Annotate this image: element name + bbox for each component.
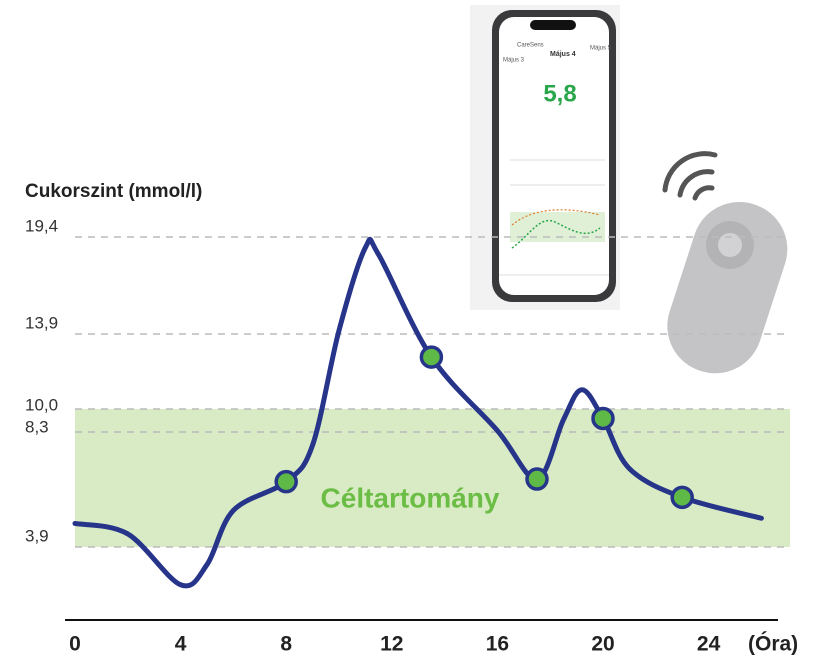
reading-marker <box>421 347 441 367</box>
phone-date: Május 5 <box>590 46 612 52</box>
target-range <box>75 409 790 547</box>
signal-arc <box>695 188 712 198</box>
target-range-label: Céltartomány <box>321 482 500 513</box>
x-tick-label: 16 <box>486 633 509 656</box>
x-tick-label: 8 <box>280 633 292 656</box>
reading-marker <box>527 469 547 489</box>
phone-brand: CareSens <box>517 43 544 49</box>
chart: CareSens Május 3 Május 4 Május 5 5,8 Cuk… <box>0 0 821 660</box>
sensor-body <box>655 190 799 386</box>
phone-date: Május 3 <box>503 58 525 64</box>
y-axis-title: Cukorszint (mmol/l) <box>25 181 202 202</box>
phone-notch <box>530 20 576 30</box>
x-tick-label: 4 <box>175 633 187 656</box>
x-tick-label: 24 <box>697 633 721 656</box>
reading-marker <box>672 487 692 507</box>
x-axis-unit: (Óra) <box>748 632 798 656</box>
reading-marker <box>276 472 296 492</box>
reading-marker <box>593 408 613 428</box>
x-tick-label: 20 <box>591 633 614 656</box>
y-tick-label: 3,9 <box>25 526 49 545</box>
phone-reading: 5,8 <box>543 80 576 107</box>
x-tick-label: 12 <box>380 633 403 656</box>
y-tick-label: 13,9 <box>25 313 58 332</box>
phone-illustration: CareSens Május 3 Május 4 Május 5 5,8 <box>470 5 620 310</box>
sensor-illustration <box>655 154 799 386</box>
x-tick-label: 0 <box>69 633 81 656</box>
y-tick-label: 10,0 <box>25 395 58 414</box>
phone-date: Május 4 <box>550 51 576 58</box>
y-tick-label: 8,3 <box>25 417 49 436</box>
y-tick-label: 19,4 <box>25 216 58 235</box>
